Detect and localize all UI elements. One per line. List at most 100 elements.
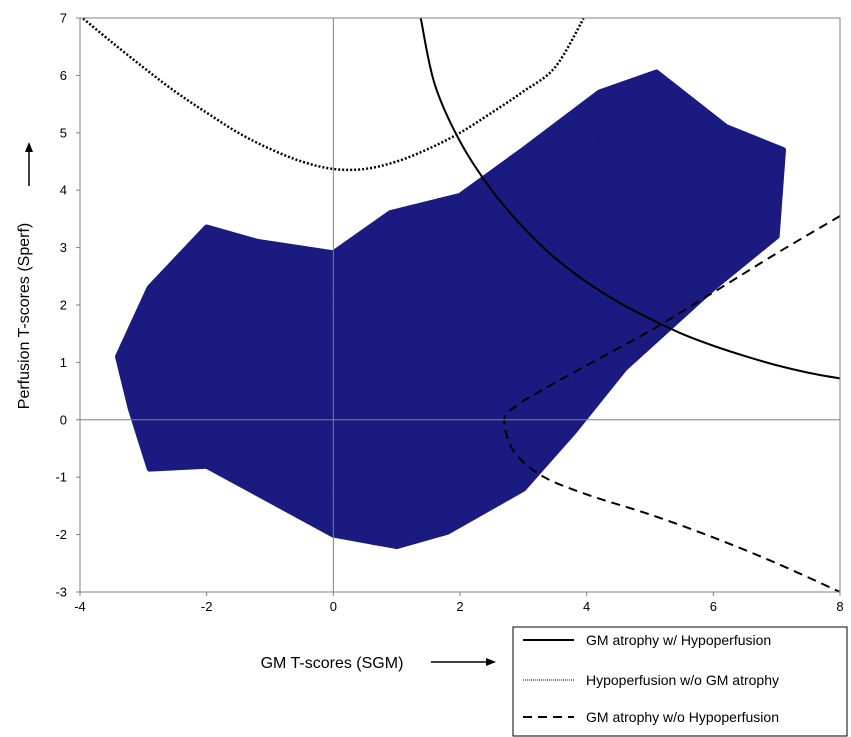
scatter-point [515, 165, 523, 174]
scatter-point [577, 386, 585, 395]
scatter-point [603, 260, 611, 268]
scatter-point [673, 313, 682, 322]
scatter-point [447, 480, 455, 488]
scatter-point [387, 379, 395, 387]
scatter-point [180, 456, 188, 464]
scatter-point [425, 487, 434, 495]
scatter-point [346, 490, 354, 498]
scatter-point [222, 384, 230, 392]
scatter-point [556, 168, 564, 177]
scatter-point [495, 325, 504, 333]
scatter-point [410, 458, 419, 466]
scatter-point [663, 137, 671, 145]
scatter-point [431, 307, 439, 315]
scatter-point [699, 135, 707, 143]
scatter-point [312, 407, 321, 416]
scatter-point [536, 270, 545, 278]
scatter-point [463, 308, 471, 316]
scatter-point [359, 521, 367, 529]
scatter-point [473, 297, 481, 305]
scatter-point [383, 214, 391, 222]
scatter-point [334, 506, 343, 514]
scatter-point [685, 200, 693, 208]
scatter-point [213, 257, 222, 265]
scatter-point [661, 229, 669, 237]
scatter-point [411, 275, 419, 284]
scatter-point [314, 317, 322, 325]
scatter-point [135, 398, 143, 406]
scatter-point [728, 211, 737, 219]
scatter-point [648, 160, 656, 168]
scatter-point [342, 354, 350, 362]
scatter-point [291, 505, 299, 514]
scatter-point [231, 272, 239, 280]
scatter-point [688, 121, 696, 129]
scatter-point [508, 383, 516, 391]
scatter-point [697, 229, 705, 237]
scatter-point [596, 319, 604, 327]
scatter-point [496, 164, 504, 172]
scatter-point [293, 363, 301, 371]
scatter-point [614, 112, 622, 120]
scatter-point [265, 244, 274, 253]
scatter-point [436, 392, 444, 400]
scatter-point [689, 165, 698, 173]
scatter-point [549, 304, 557, 313]
scatter-point [533, 464, 541, 472]
scatter-point [355, 344, 363, 352]
scatter-point [412, 526, 420, 534]
scatter-point [634, 112, 642, 120]
scatter-point [511, 480, 519, 488]
scatter-point [343, 329, 351, 337]
scatter-point [248, 274, 256, 282]
scatter-point [426, 323, 434, 332]
scatter-point [673, 256, 681, 264]
scatter-point [523, 172, 531, 180]
scatter-point [636, 160, 645, 169]
y-tick-label: 1 [60, 355, 67, 370]
scatter-point [327, 448, 335, 456]
scatter-point [388, 293, 396, 301]
scatter-point [715, 161, 723, 169]
scatter-point [432, 239, 440, 247]
scatter-point [524, 186, 532, 194]
scatter-point [381, 234, 389, 242]
scatter-point [551, 136, 560, 144]
scatter-point [326, 402, 334, 410]
scatter-point [239, 370, 247, 378]
scatter-point [358, 449, 366, 458]
scatter-point [130, 363, 138, 371]
scatter-point [729, 193, 737, 201]
scatter-point [483, 291, 491, 300]
scatter-point [498, 495, 506, 503]
scatter-point [167, 295, 175, 303]
scatter-point [400, 513, 408, 521]
scatter-point [255, 284, 263, 292]
scatter-point [375, 224, 383, 233]
scatter-point [480, 466, 488, 474]
scatter-point [443, 237, 451, 245]
scatter-point [553, 398, 561, 406]
scatter-point [175, 348, 183, 356]
scatter-point [611, 332, 619, 340]
scatter-point [297, 453, 305, 462]
scatter-point [411, 315, 419, 323]
scatter-point [632, 160, 640, 168]
scatter-point [259, 359, 267, 368]
scatter-point [479, 392, 487, 400]
scatter-point [638, 260, 647, 269]
scatter-point [448, 246, 456, 254]
scatter-point [395, 467, 403, 476]
scatter-point [545, 220, 553, 228]
scatter-point [460, 431, 469, 439]
scatter-point [677, 210, 685, 218]
scatter-point [601, 388, 609, 396]
scatter-point [205, 403, 213, 411]
scatter-point [459, 420, 467, 428]
scatter-point [570, 384, 578, 392]
scatter-point [376, 270, 384, 278]
scatter-point [431, 519, 439, 527]
scatter-point [347, 454, 355, 462]
scatter-point [261, 436, 269, 444]
scatter-point [463, 500, 472, 508]
